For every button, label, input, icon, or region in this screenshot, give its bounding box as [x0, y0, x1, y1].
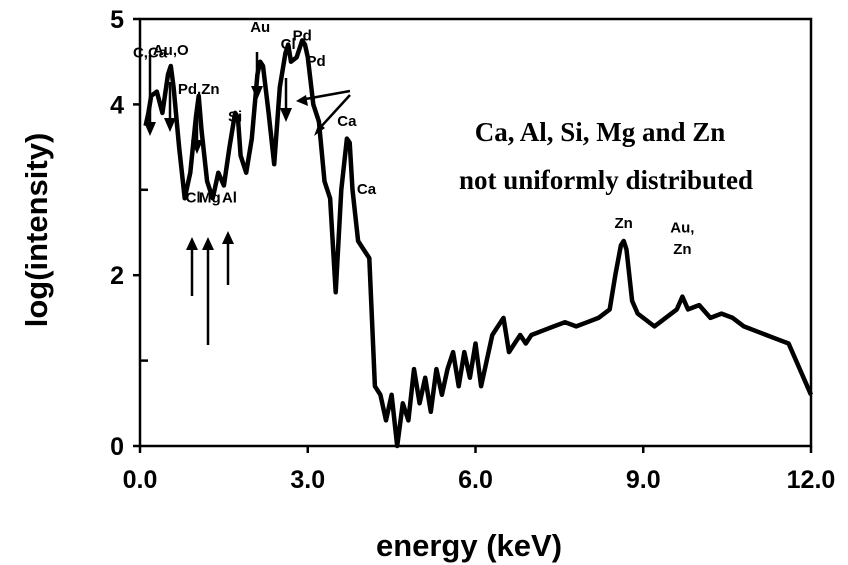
x-axis-title: energy (keV) [376, 528, 562, 563]
annotation-line-2: not uniformly distributed [459, 165, 753, 195]
y-tick-label: 0 [110, 433, 124, 461]
arrowhead-au-o [164, 118, 176, 132]
y-tick-label: 5 [110, 6, 124, 34]
arrowhead-mg [202, 237, 214, 250]
peak-label: Si [228, 108, 242, 125]
x-tick-label: 0.0 [123, 466, 158, 494]
arrowhead-cl-bottom [186, 237, 198, 250]
arrowhead-pd-zn [191, 140, 203, 154]
peak-label: Au [250, 19, 270, 36]
peak-label: Au, [670, 220, 694, 237]
annotation-line-1: Ca, Al, Si, Mg and Zn [475, 117, 726, 147]
peak-label: Ca [357, 181, 377, 198]
peak-label: Pd,Zn [178, 81, 220, 98]
peak-label: Al [222, 190, 237, 207]
peak-label: Pd [293, 27, 312, 44]
arrowhead-au [251, 86, 263, 100]
arrowhead-c-ca [144, 122, 156, 136]
arrowhead-cl-top [280, 108, 292, 122]
y-axis: 0 2 4 5 [110, 6, 148, 461]
y-tick-label: 2 [110, 262, 124, 290]
x-tick-label: 3.0 [290, 466, 325, 494]
x-tick-label: 6.0 [458, 466, 493, 494]
x-tick-label: 9.0 [626, 466, 661, 494]
arrow-pd-2 [317, 94, 351, 131]
peak-label: Ca [337, 113, 357, 130]
peak-label: Pd [307, 53, 326, 70]
peak-label: Au,O [153, 42, 189, 59]
arrow-group [148, 52, 351, 345]
x-tick-label: 12.0 [787, 466, 836, 494]
arrowheads [144, 86, 325, 250]
peak-label: Zn [615, 215, 633, 232]
arrowhead-al [222, 231, 234, 244]
x-axis: 0.0 3.0 6.0 9.0 12.0 [123, 446, 836, 494]
peak-label: Cl [186, 190, 201, 207]
arrowhead-pd-1 [296, 95, 308, 106]
peak-label: Mg [199, 190, 221, 207]
peak-label: C,Ca [133, 44, 168, 61]
spectrum-line [143, 38, 814, 449]
plot-frame [138, 17, 813, 448]
arrow-pd-1 [299, 89, 351, 102]
y-axis-title: log(intensity) [19, 133, 54, 328]
arrowhead-pd-2 [314, 123, 325, 136]
peak-label: Zn [673, 241, 691, 258]
y-tick-label: 4 [110, 91, 124, 119]
peak-label: Cl [281, 36, 296, 53]
